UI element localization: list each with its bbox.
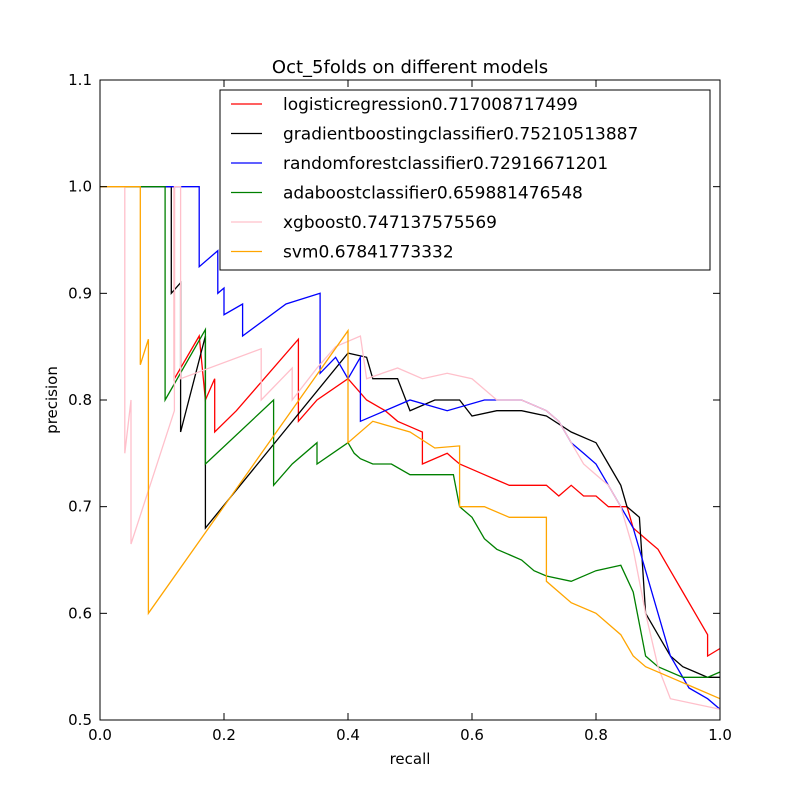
series-layer bbox=[100, 186, 721, 710]
series-line-3 bbox=[100, 186, 721, 710]
y-tick-label: 0.5 bbox=[68, 711, 92, 729]
y-tick-label: 0.6 bbox=[68, 604, 92, 622]
x-tick-label: 0.6 bbox=[460, 726, 484, 744]
series-line-6 bbox=[100, 186, 721, 700]
y-tick-label: 1.0 bbox=[68, 178, 92, 196]
legend-label-6: svm0.67841773332 bbox=[283, 243, 454, 263]
series-line-4 bbox=[100, 186, 721, 678]
legend-label-4: adaboostclassifier0.659881476548 bbox=[283, 184, 583, 204]
legend-label-1: logisticregression0.717008717499 bbox=[283, 95, 578, 115]
x-axis-label: recall bbox=[390, 750, 431, 768]
y-tick-label: 1.1 bbox=[68, 71, 92, 89]
legend-label-3: randomforestclassifier0.72916671201 bbox=[283, 154, 608, 174]
x-tick-label: 0.2 bbox=[212, 726, 236, 744]
series-line-5 bbox=[100, 186, 721, 710]
legend-frame bbox=[219, 89, 711, 271]
series-line-1 bbox=[100, 186, 721, 658]
chart-title: Oct_5folds on different models bbox=[272, 57, 548, 78]
x-tick-label: 1.0 bbox=[708, 726, 732, 744]
x-tick-label: 0.4 bbox=[336, 726, 360, 744]
x-tick-label: 0.0 bbox=[88, 726, 112, 744]
y-axis-label: precision bbox=[43, 366, 61, 434]
y-tick-label: 0.9 bbox=[68, 284, 92, 302]
x-tick-label: 0.8 bbox=[584, 726, 608, 744]
y-tick-label: 0.8 bbox=[68, 391, 92, 409]
ticks-layer: 0.0 0.2 0.4 0.6 0.8 1.0 0.5 0.6 0.7 0.8 0.9 1.0 1.1 bbox=[68, 71, 732, 744]
legend: logisticregression0.717008717499 gradient… bbox=[219, 89, 711, 271]
legend-label-5: xgboost0.747137575569 bbox=[283, 213, 497, 233]
y-tick-label: 0.7 bbox=[68, 498, 92, 516]
legend-label-2: gradientboostingclassifier0.75210513887 bbox=[283, 125, 638, 145]
